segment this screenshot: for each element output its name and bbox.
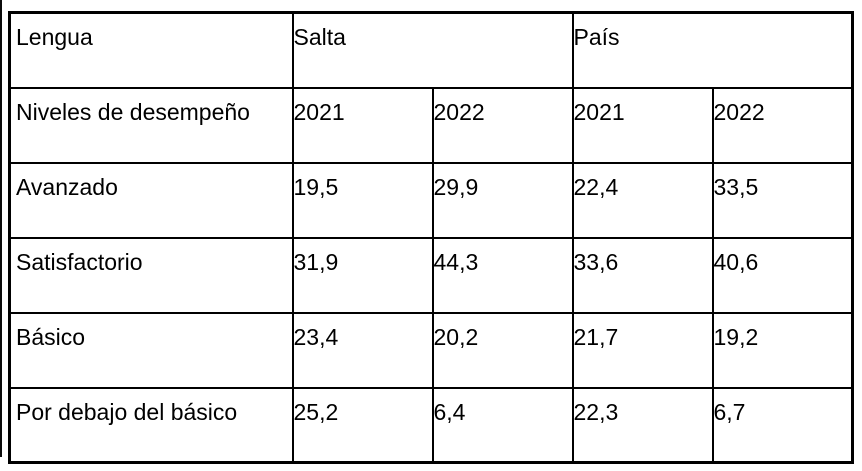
value-cell-salta-2021: 31,9 <box>291 236 434 314</box>
value-cell-pais-2022: 33,5 <box>711 161 854 239</box>
table-row-basico: Básico 23,4 20,2 21,7 19,2 <box>8 311 854 389</box>
crop-artifact-left-line <box>0 0 2 457</box>
value-cell-salta-2021: 23,4 <box>291 311 434 389</box>
performance-table: Lengua Salta País Niveles de desempeño 2… <box>8 11 854 464</box>
table-row-satisfactorio: Satisfactorio 31,9 44,3 33,6 40,6 <box>8 236 854 314</box>
row-label: Satisfactorio <box>8 236 294 314</box>
value-cell-pais-2022: 40,6 <box>711 236 854 314</box>
value-cell-salta-2021: 25,2 <box>291 386 434 464</box>
value-cell-pais-2021: 33,6 <box>571 236 714 314</box>
value-cell-salta-2022: 20,2 <box>431 311 574 389</box>
value-cell-salta-2022: 6,4 <box>431 386 574 464</box>
row-axis-header: Niveles de desempeño <box>8 86 294 164</box>
group-header-pais: País <box>571 11 854 89</box>
year-header-salta-2022: 2022 <box>431 86 574 164</box>
table-row-por-debajo-del-basico: Por debajo del básico 25,2 6,4 22,3 6,7 <box>8 386 854 464</box>
table-row-year-header: Niveles de desempeño 2021 2022 2021 2022 <box>8 86 854 164</box>
value-cell-pais-2022: 6,7 <box>711 386 854 464</box>
value-cell-salta-2021: 19,5 <box>291 161 434 239</box>
row-label: Por debajo del básico <box>8 386 294 464</box>
value-cell-salta-2022: 44,3 <box>431 236 574 314</box>
value-cell-salta-2022: 29,9 <box>431 161 574 239</box>
corner-cell-subject: Lengua <box>8 11 294 89</box>
group-header-salta: Salta <box>291 11 574 89</box>
value-cell-pais-2021: 22,4 <box>571 161 714 239</box>
row-label: Básico <box>8 311 294 389</box>
table-row-avanzado: Avanzado 19,5 29,9 22,4 33,5 <box>8 161 854 239</box>
row-label: Avanzado <box>8 161 294 239</box>
year-header-pais-2021: 2021 <box>571 86 714 164</box>
year-header-pais-2022: 2022 <box>711 86 854 164</box>
year-header-salta-2021: 2021 <box>291 86 434 164</box>
value-cell-pais-2021: 21,7 <box>571 311 714 389</box>
table-row-group-header: Lengua Salta País <box>8 11 854 89</box>
value-cell-pais-2022: 19,2 <box>711 311 854 389</box>
value-cell-pais-2021: 22,3 <box>571 386 714 464</box>
